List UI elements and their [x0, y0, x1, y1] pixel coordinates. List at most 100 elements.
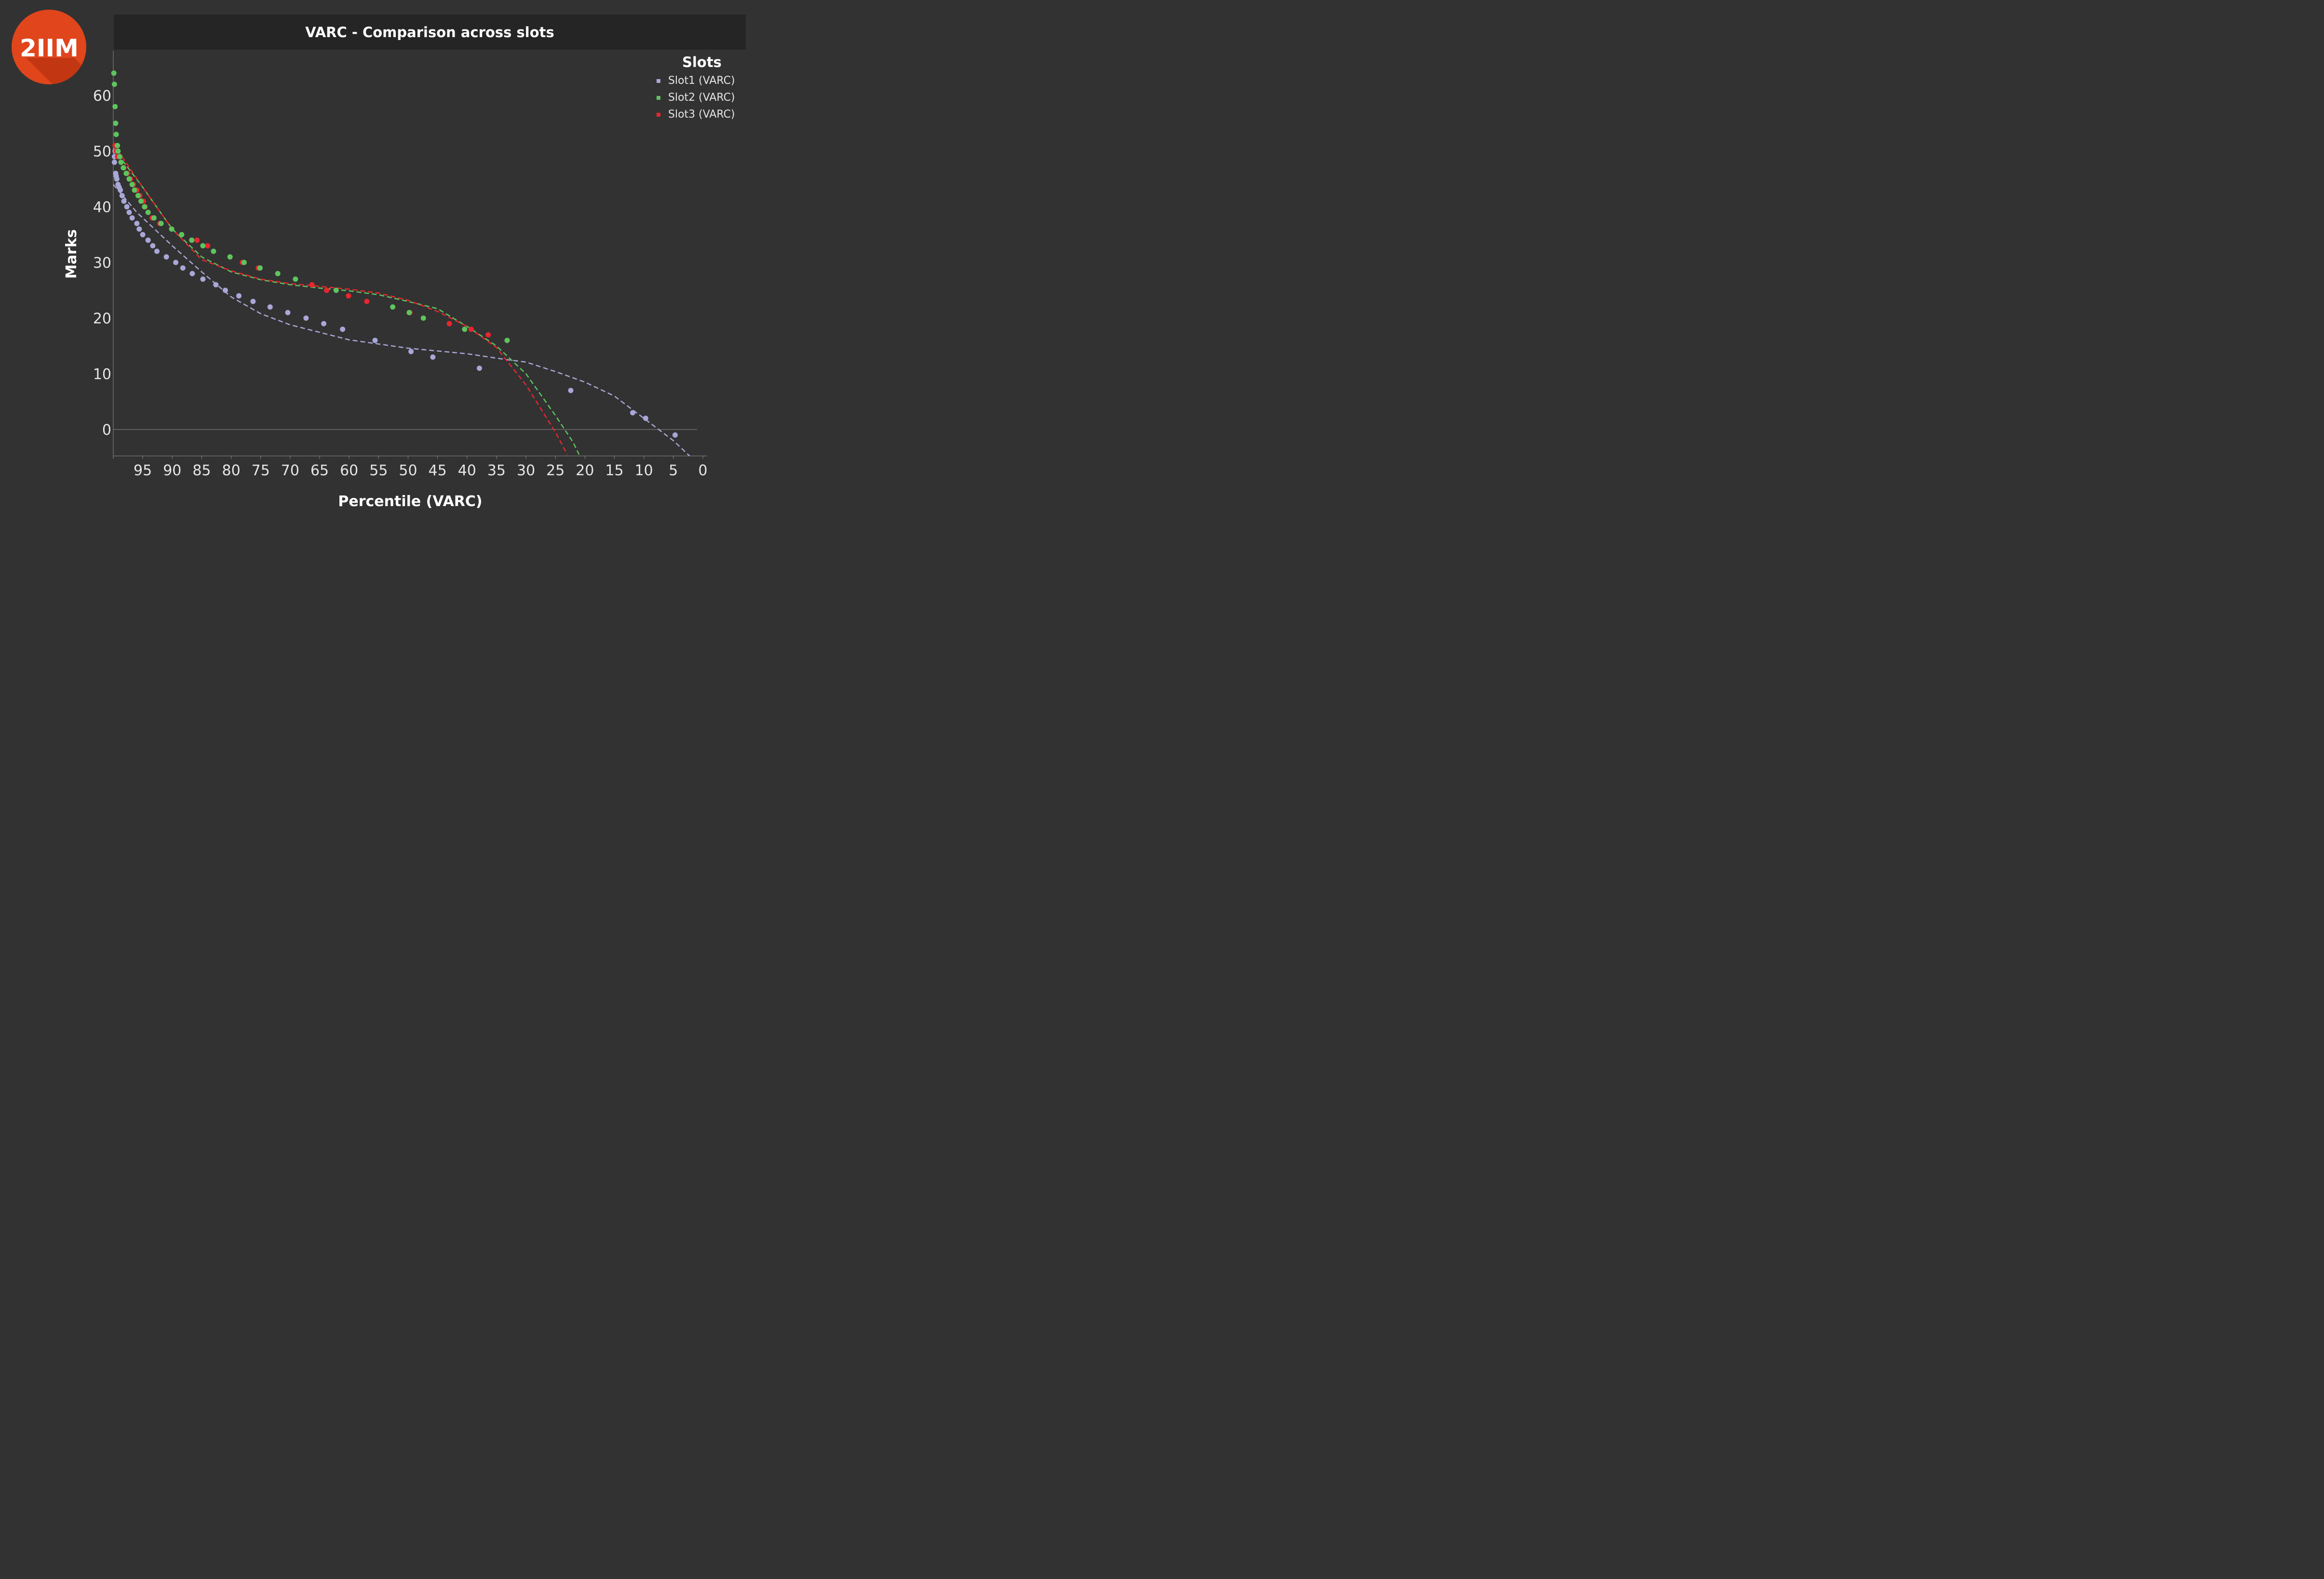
x-tick-label: 90	[163, 462, 181, 479]
y-tick-label: 0	[102, 422, 111, 439]
x-tick-label: 35	[487, 462, 506, 479]
data-point-slot1	[643, 415, 648, 421]
data-point-slot1	[163, 254, 169, 260]
legend-label: Slot2 (VARC)	[668, 92, 735, 104]
data-point-slot2	[142, 204, 148, 210]
data-point-slot2	[115, 148, 121, 154]
data-point-slot2	[112, 104, 118, 109]
x-tick-label: 20	[576, 462, 594, 479]
data-point-slot2	[200, 243, 206, 249]
x-tick-label: 40	[458, 462, 476, 479]
data-point-slot2	[118, 160, 124, 165]
x-tick-label: 0	[698, 462, 707, 479]
x-tick-label: 60	[340, 462, 358, 479]
data-point-slot1	[119, 193, 125, 199]
x-tick-label: 25	[546, 462, 564, 479]
data-point-slot1	[118, 187, 123, 193]
data-point-slot1	[222, 287, 228, 293]
data-point-slot1	[236, 293, 242, 299]
data-point-slot2	[242, 260, 247, 265]
y-axis-ticks: 0 10 20 30 40 50 60	[93, 88, 111, 439]
data-point-slot1	[126, 210, 132, 215]
data-point-slot2	[135, 193, 141, 199]
data-point-slot1	[136, 226, 142, 232]
data-point-slot1	[114, 176, 120, 182]
data-point-slot1	[140, 232, 146, 238]
data-point-slot2	[257, 265, 263, 271]
y-tick-label: 20	[93, 310, 111, 327]
data-point-slot2	[126, 176, 132, 182]
legend-label: Slot3 (VARC)	[668, 108, 735, 120]
x-tick-label: 45	[429, 462, 447, 479]
legend-item-slot1[interactable]: Slot1 (VARC)	[654, 72, 745, 89]
data-point-slot1	[180, 265, 186, 271]
legend-swatch	[657, 79, 660, 83]
data-points	[111, 70, 678, 438]
data-point-slot2	[129, 182, 135, 187]
data-point-slot2	[293, 276, 298, 282]
x-tick-label: 10	[635, 462, 653, 479]
data-point-slot3	[205, 243, 211, 249]
y-axis-label: Marks	[63, 229, 80, 279]
data-point-slot1	[154, 248, 160, 254]
data-point-slot3	[309, 282, 315, 288]
data-point-slot2	[111, 81, 117, 87]
data-point-slot1	[213, 282, 219, 288]
data-point-slot2	[390, 304, 396, 310]
data-point-slot3	[364, 298, 370, 304]
data-point-slot1	[134, 221, 140, 227]
y-tick-label: 30	[93, 255, 111, 272]
legend-item-slot2[interactable]: Slot2 (VARC)	[654, 89, 745, 106]
data-point-slot1	[477, 365, 482, 371]
x-tick-label: 85	[192, 462, 211, 479]
data-point-slot1	[630, 410, 635, 415]
x-axis-ticks: 95 90 85 80 75 70 65 60 55 50 45 40 35 30 25 20 15 10 5 0	[113, 456, 708, 479]
logo-text: 2IIM	[20, 34, 79, 62]
data-point-slot2	[111, 70, 117, 76]
data-point-slot2	[113, 132, 119, 137]
data-point-slot2	[275, 271, 281, 277]
data-point-slot2	[227, 254, 233, 260]
data-point-slot2	[117, 154, 122, 160]
data-point-slot1	[173, 260, 179, 265]
data-point-slot2	[123, 171, 129, 176]
x-tick-label: 30	[517, 462, 535, 479]
data-point-slot3	[468, 326, 474, 332]
data-point-slot3	[485, 332, 491, 338]
x-axis-label: Percentile (VARC)	[338, 493, 482, 510]
data-point-slot2	[420, 315, 426, 321]
data-point-slot1	[372, 337, 378, 343]
trend-line-slot3	[112, 143, 568, 455]
data-point-slot2	[211, 248, 216, 254]
data-point-slot2	[169, 226, 175, 232]
x-tick-label: 55	[369, 462, 388, 479]
data-point-slot3	[446, 321, 452, 326]
x-tick-label: 15	[605, 462, 623, 479]
data-point-slot1	[121, 198, 127, 204]
data-point-slot2	[333, 287, 339, 293]
legend-item-slot3[interactable]: Slot3 (VARC)	[654, 106, 745, 123]
x-tick-label: 65	[310, 462, 329, 479]
data-point-slot2	[406, 310, 412, 315]
data-point-slot2	[113, 120, 119, 126]
data-point-slot2	[151, 215, 157, 221]
data-point-slot2	[504, 337, 510, 343]
x-tick-label: 70	[281, 462, 299, 479]
data-point-slot1	[250, 298, 256, 304]
data-point-slot3	[324, 287, 330, 293]
data-point-slot2	[121, 165, 126, 171]
x-tick-label: 95	[134, 462, 152, 479]
data-point-slot2	[145, 210, 151, 215]
data-point-slot1	[430, 354, 436, 360]
data-point-slot1	[408, 348, 414, 354]
x-tick-label: 75	[252, 462, 270, 479]
chart-title: VARC - Comparison across slots	[305, 24, 554, 40]
data-point-slot2	[179, 232, 185, 238]
data-point-slot1	[568, 388, 574, 393]
data-point-slot2	[115, 143, 121, 148]
chart-axes	[113, 51, 707, 456]
legend-swatch	[657, 112, 660, 117]
y-tick-label: 50	[93, 144, 111, 161]
legend-label: Slot1 (VARC)	[668, 75, 735, 87]
data-point-slot1	[303, 315, 309, 321]
